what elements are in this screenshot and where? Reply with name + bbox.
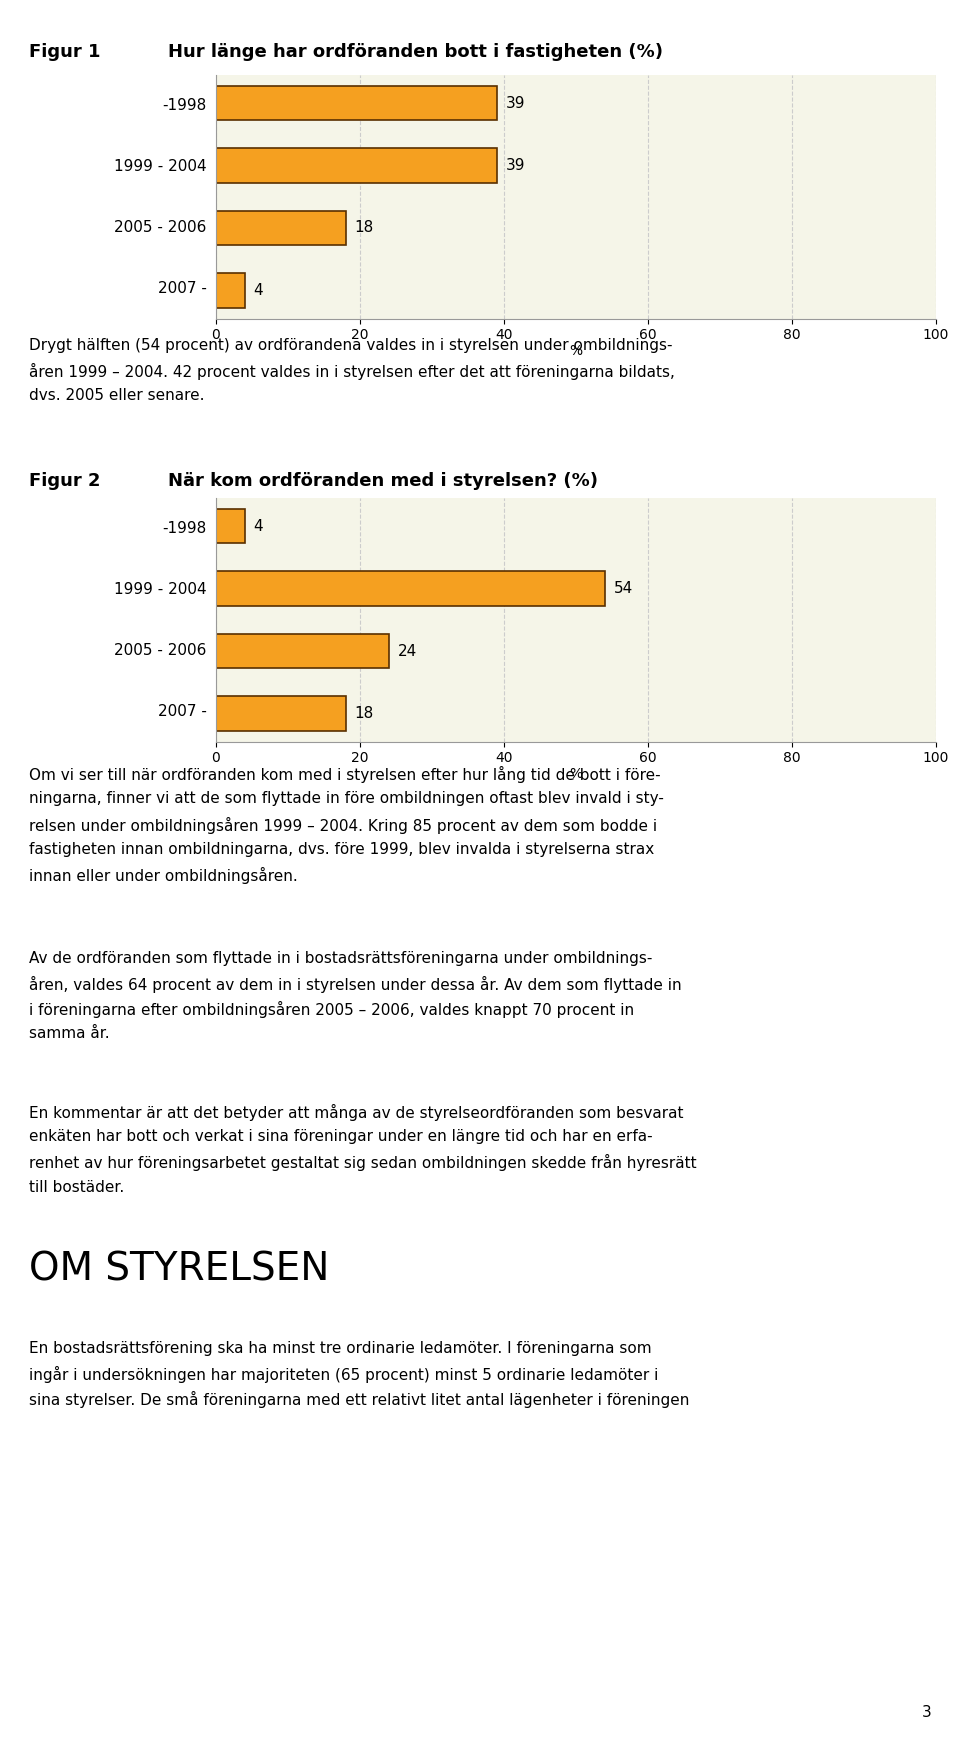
Text: samma år.: samma år. [29, 1025, 109, 1041]
Text: dvs. 2005 eller senare.: dvs. 2005 eller senare. [29, 388, 204, 404]
Bar [216, 148, 497, 183]
Text: -1998: -1998 [162, 521, 206, 536]
Text: relsen under ombildningsåren 1999 – 2004. Kring 85 procent av dem som bodde i: relsen under ombildningsåren 1999 – 2004… [29, 817, 657, 834]
Text: 4: 4 [253, 519, 263, 534]
Text: 2005 - 2006: 2005 - 2006 [114, 642, 206, 658]
Text: 1999 - 2004: 1999 - 2004 [114, 158, 206, 174]
Text: Om vi ser till när ordföranden kom med i styrelsen efter hur lång tid de bott i : Om vi ser till när ordföranden kom med i… [29, 766, 660, 783]
Text: När kom ordföranden med i styrelsen? (%): När kom ordföranden med i styrelsen? (%) [168, 472, 598, 489]
Text: Av de ordföranden som flyttade in i bostadsrättsföreningarna under ombildnings-: Av de ordföranden som flyttade in i bost… [29, 951, 652, 966]
Bar [216, 211, 346, 245]
Text: innan eller under ombildningsåren.: innan eller under ombildningsåren. [29, 867, 298, 884]
Text: i föreningarna efter ombildningsåren 2005 – 2006, valdes knappt 70 procent in: i föreningarna efter ombildningsåren 200… [29, 1001, 634, 1018]
Bar [216, 696, 346, 731]
Text: 4: 4 [253, 282, 263, 298]
Text: 18: 18 [354, 221, 373, 235]
Text: En bostadsrättsförening ska ha minst tre ordinarie ledamöter. I föreningarna som: En bostadsrättsförening ska ha minst tre… [29, 1341, 652, 1356]
Text: ingår i undersökningen har majoriteten (65 procent) minst 5 ordinarie ledamöter : ingår i undersökningen har majoriteten (… [29, 1365, 659, 1382]
Text: OM STYRELSEN: OM STYRELSEN [29, 1250, 329, 1288]
Text: 39: 39 [506, 158, 525, 172]
Bar [216, 634, 389, 669]
Bar [216, 571, 605, 606]
Text: 1999 - 2004: 1999 - 2004 [114, 581, 206, 597]
Text: 18: 18 [354, 705, 373, 721]
Text: till bostäder.: till bostäder. [29, 1180, 124, 1194]
Text: Hur länge har ordföranden bott i fastigheten (%): Hur länge har ordföranden bott i fastigh… [168, 42, 663, 61]
Text: Figur 2: Figur 2 [29, 472, 100, 489]
Text: 3: 3 [922, 1704, 931, 1720]
Text: 24: 24 [397, 644, 417, 658]
Text: ningarna, finner vi att de som flyttade in före ombildningen oftast blev invald : ningarna, finner vi att de som flyttade … [29, 790, 663, 806]
Bar [216, 508, 245, 543]
Text: 54: 54 [613, 581, 633, 595]
Text: 2005 - 2006: 2005 - 2006 [114, 219, 206, 235]
Text: -1998: -1998 [162, 97, 206, 113]
Text: 2007 -: 2007 - [157, 280, 206, 296]
X-axis label: %: % [569, 343, 583, 357]
X-axis label: %: % [569, 766, 583, 780]
Bar [216, 273, 245, 308]
Text: 39: 39 [506, 96, 525, 111]
Text: enkäten har bott och verkat i sina föreningar under en längre tid och har en erf: enkäten har bott och verkat i sina fören… [29, 1130, 653, 1144]
Text: Drygt hälften (54 procent) av ordförandena valdes in i styrelsen under ombildnin: Drygt hälften (54 procent) av ordförande… [29, 338, 672, 353]
Text: fastigheten innan ombildningarna, dvs. före 1999, blev invalda i styrelserna str: fastigheten innan ombildningarna, dvs. f… [29, 841, 654, 857]
Text: sina styrelser. De små föreningarna med ett relativt litet antal lägenheter i fö: sina styrelser. De små föreningarna med … [29, 1391, 689, 1408]
Text: Figur 1: Figur 1 [29, 42, 100, 61]
Text: renhet av hur föreningsarbetet gestaltat sig sedan ombildningen skedde från hyre: renhet av hur föreningsarbetet gestaltat… [29, 1154, 696, 1172]
Text: En kommentar är att det betyder att många av de styrelseordföranden som besvarat: En kommentar är att det betyder att mång… [29, 1104, 684, 1121]
Text: 2007 -: 2007 - [157, 703, 206, 719]
Text: åren, valdes 64 procent av dem in i styrelsen under dessa år. Av dem som flyttad: åren, valdes 64 procent av dem in i styr… [29, 975, 682, 992]
Bar [216, 85, 497, 120]
Text: åren 1999 – 2004. 42 procent valdes in i styrelsen efter det att föreningarna bi: åren 1999 – 2004. 42 procent valdes in i… [29, 362, 675, 380]
